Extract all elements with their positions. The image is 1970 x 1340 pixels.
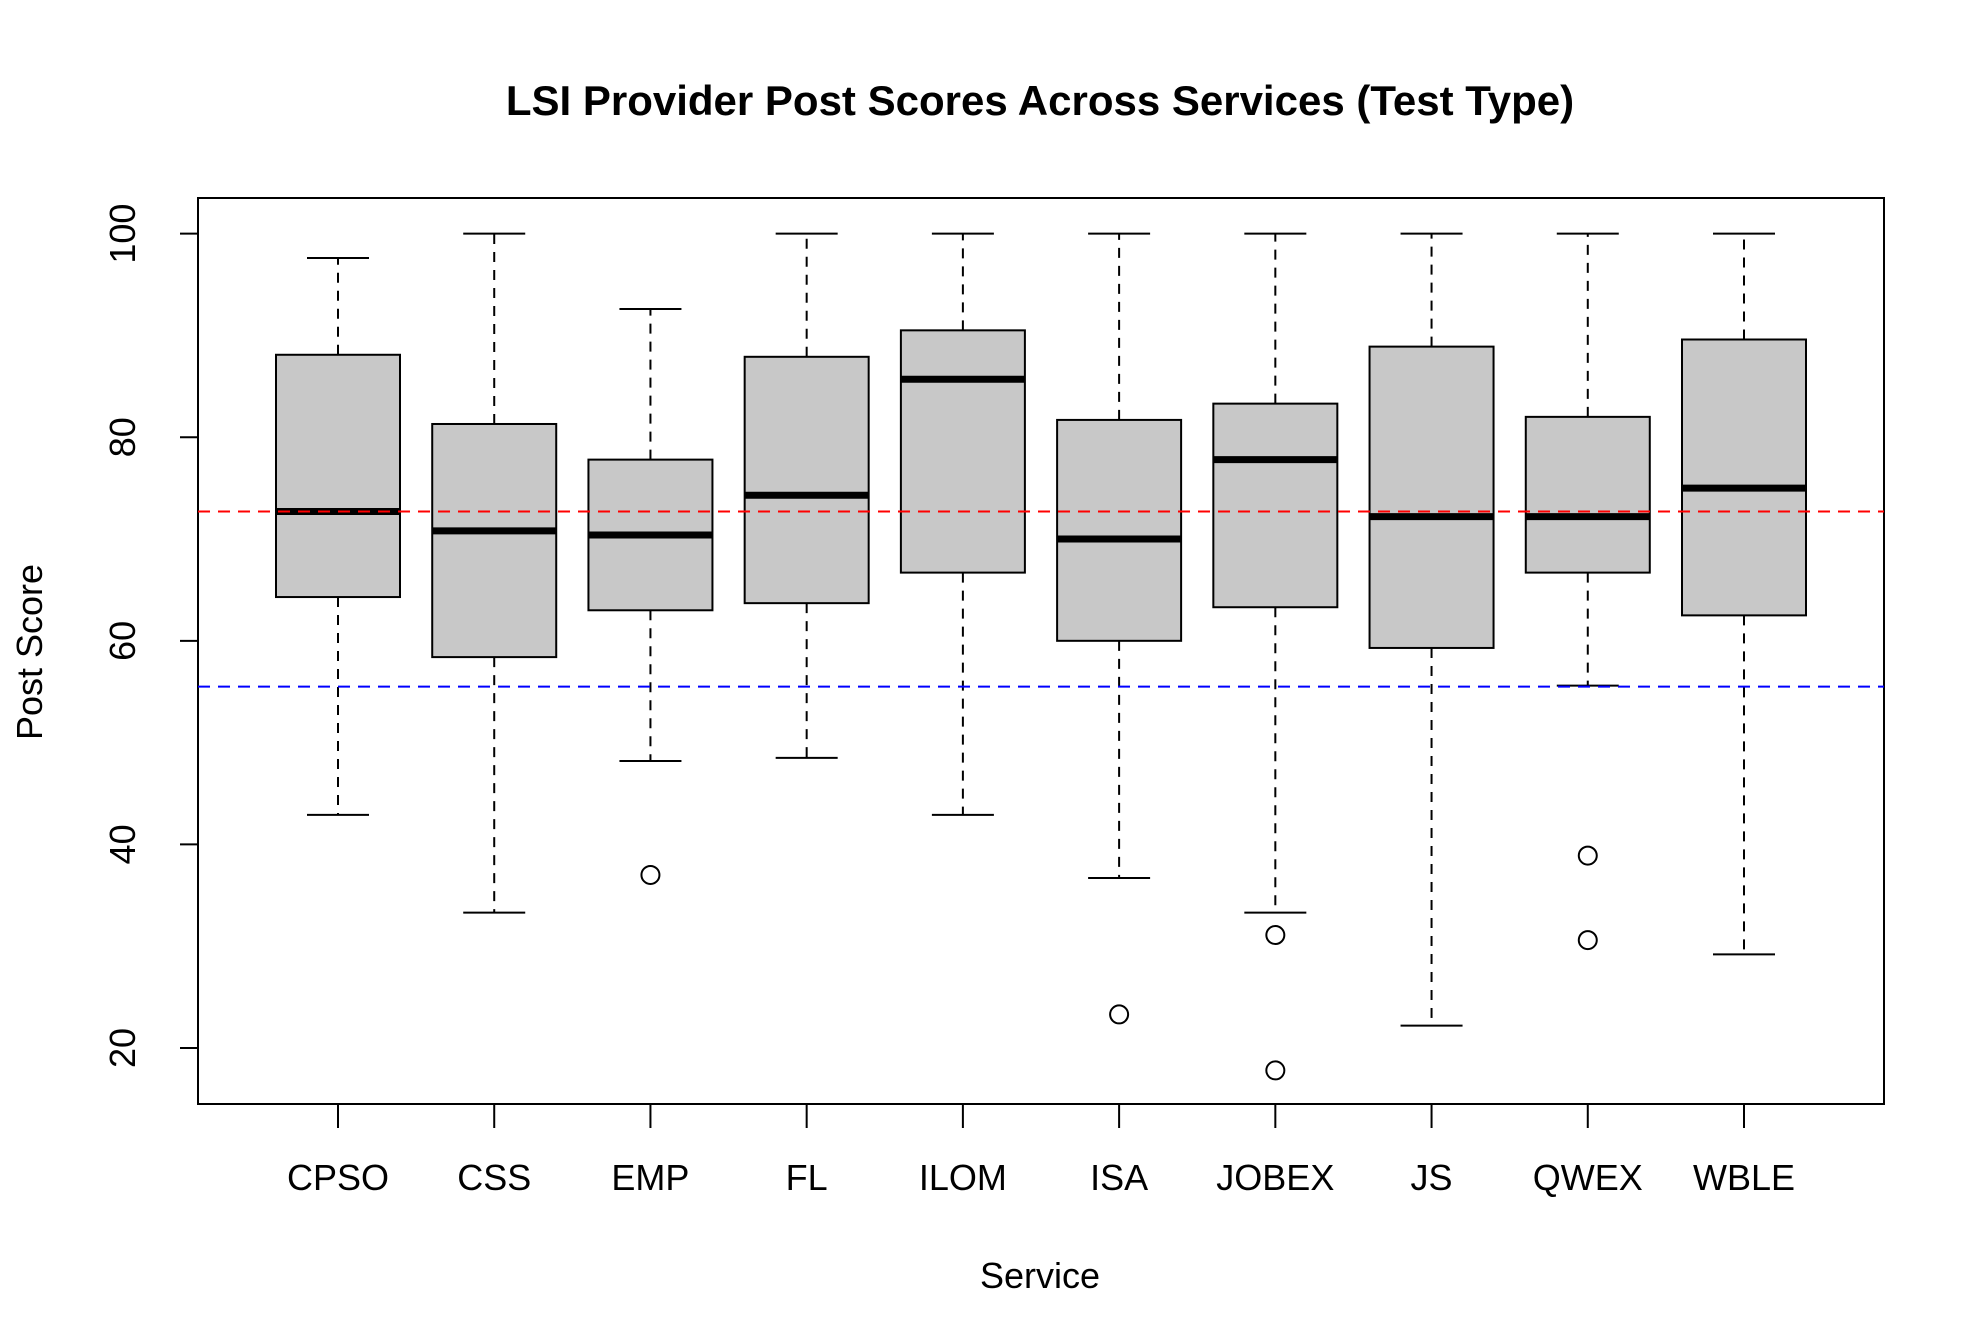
chart-marks: 20 40 60 80 100 CPSO CSS EMP FL ILOM ISA JOBEX JS QWE… <box>102 204 1884 1198</box>
box-iqr <box>1212 402 1339 609</box>
x-tick-label: ISA <box>1090 1157 1148 1198</box>
box-qwex <box>1524 232 1651 951</box>
x-tick-label: QWEX <box>1533 1157 1643 1198</box>
x-tick-label: ILOM <box>919 1157 1007 1198</box>
box-cpso <box>275 257 401 816</box>
box-iqr <box>1681 338 1807 617</box>
x-tick-label: FL <box>786 1157 828 1198</box>
box-wble <box>1681 232 1807 956</box>
box-css <box>431 232 558 914</box>
x-tick-label: CSS <box>457 1157 531 1198</box>
y-tick-label: 60 <box>102 621 143 661</box>
outlier-point <box>1109 1004 1130 1025</box>
x-tick-label: EMP <box>611 1157 689 1198</box>
x-tick-label: WBLE <box>1693 1157 1795 1198</box>
box-fl <box>743 232 870 759</box>
box-iqr <box>743 355 870 605</box>
box-iqr <box>1056 418 1183 642</box>
box-iqr <box>1524 415 1651 574</box>
x-tick-label: JS <box>1411 1157 1453 1198</box>
box-ilom <box>899 232 1026 816</box>
box-iqr <box>431 422 558 659</box>
x-tick-label: CPSO <box>287 1157 389 1198</box>
y-tick-label: 100 <box>102 204 143 264</box>
y-tick-label: 80 <box>102 417 143 457</box>
y-axis-label: Post Score <box>9 564 50 740</box>
y-tick-label: 20 <box>102 1028 143 1068</box>
box-isa <box>1056 232 1183 1025</box>
outlier-point <box>640 864 661 885</box>
outlier-point <box>1265 1060 1286 1081</box>
box-iqr <box>899 329 1026 574</box>
outlier-point <box>1577 930 1598 951</box>
plot-frame <box>197 197 1885 1105</box>
box-jobex <box>1212 232 1339 1081</box>
box-js <box>1368 232 1495 1027</box>
box-iqr <box>1368 345 1495 649</box>
outlier-point <box>1577 845 1598 866</box>
outlier-point <box>1265 925 1286 946</box>
chart-title: LSI Provider Post Scores Across Services… <box>506 77 1574 124</box>
box-iqr <box>275 353 401 599</box>
box-emp <box>587 307 714 885</box>
y-tick-label: 40 <box>102 824 143 864</box>
x-tick-label: JOBEX <box>1216 1157 1334 1198</box>
x-axis-label: Service <box>980 1255 1100 1296</box>
